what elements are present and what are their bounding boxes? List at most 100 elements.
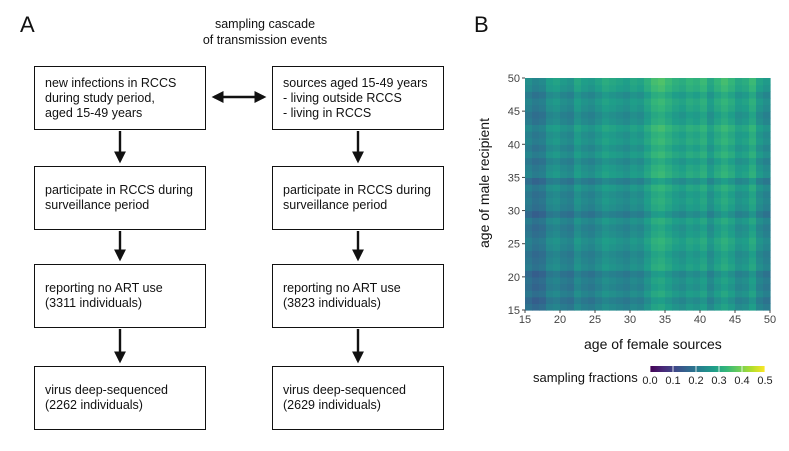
heatmap-cell bbox=[574, 91, 582, 99]
heatmap-cell bbox=[560, 117, 568, 125]
heatmap-cell bbox=[686, 164, 694, 172]
heatmap-cell bbox=[749, 157, 757, 165]
heatmap-cell bbox=[553, 290, 561, 298]
heatmap-cell bbox=[735, 84, 743, 92]
heatmap-cell bbox=[672, 177, 680, 185]
heatmap-cell bbox=[700, 296, 708, 304]
heatmap-cell bbox=[693, 203, 701, 212]
heatmap-cell bbox=[651, 237, 659, 245]
heatmap-cell bbox=[525, 197, 533, 205]
heatmap-cell bbox=[707, 197, 715, 205]
heatmap-cell bbox=[665, 296, 673, 304]
heatmap-cell bbox=[588, 78, 596, 86]
heatmap-cell bbox=[623, 104, 631, 112]
heatmap-cell bbox=[574, 276, 582, 285]
heatmap-cell bbox=[658, 217, 666, 225]
heatmap-cell bbox=[546, 303, 554, 311]
heatmap-cell bbox=[721, 250, 729, 258]
heatmap-cell bbox=[742, 111, 750, 119]
heatmap-cell bbox=[644, 97, 652, 106]
heatmap-cell bbox=[567, 217, 575, 225]
heatmap-cell bbox=[630, 203, 638, 212]
heatmap-cell bbox=[588, 137, 596, 145]
heatmap-cell bbox=[658, 270, 666, 278]
heatmap-cell bbox=[567, 230, 575, 238]
heatmap-cell bbox=[644, 164, 652, 172]
heatmap-cell bbox=[623, 78, 631, 86]
heatmap-cell bbox=[630, 184, 638, 192]
heatmap-cell bbox=[714, 250, 722, 258]
heatmap-cell bbox=[749, 177, 757, 185]
heatmap-cell bbox=[665, 144, 673, 152]
heatmap-cell bbox=[756, 104, 764, 112]
heatmap-cell bbox=[581, 296, 589, 304]
heatmap-cell bbox=[567, 223, 575, 232]
heatmap-cell bbox=[560, 197, 568, 205]
heatmap-cell bbox=[574, 137, 582, 145]
heatmap-cell bbox=[763, 104, 771, 112]
heatmap-cell bbox=[637, 111, 645, 119]
heatmap-cell bbox=[749, 237, 757, 245]
x-tick-label: 25 bbox=[589, 314, 601, 326]
heatmap-cell bbox=[560, 144, 568, 152]
heatmap-cell bbox=[686, 250, 694, 258]
heatmap-cell bbox=[693, 150, 701, 159]
heatmap-cell bbox=[567, 104, 575, 112]
heatmap-cell bbox=[525, 117, 533, 125]
heatmap-cell bbox=[588, 290, 596, 298]
heatmap-cell bbox=[728, 190, 736, 198]
x-axis-label: age of female sources bbox=[584, 336, 722, 352]
heatmap-cell bbox=[707, 150, 715, 159]
heatmap-cell bbox=[756, 84, 764, 92]
heatmap-cell bbox=[637, 223, 645, 232]
heatmap-cell bbox=[644, 290, 652, 298]
heatmap-cell bbox=[721, 177, 729, 185]
heatmap-cell bbox=[630, 210, 638, 218]
heatmap-cell bbox=[602, 197, 610, 205]
heatmap-cell bbox=[609, 117, 617, 125]
heatmap-cell bbox=[553, 276, 561, 285]
heatmap-cell bbox=[728, 117, 736, 125]
heatmap-cell bbox=[546, 170, 554, 179]
x-tick-label: 35 bbox=[659, 314, 671, 326]
heatmap-cell bbox=[588, 250, 596, 258]
heatmap-cell bbox=[707, 177, 715, 185]
heatmap-cell bbox=[602, 223, 610, 232]
heatmap-cell bbox=[756, 97, 764, 106]
heatmap-cell bbox=[574, 263, 582, 271]
heatmap-cell bbox=[637, 203, 645, 212]
heatmap-cell bbox=[532, 157, 540, 165]
heatmap-cell bbox=[742, 97, 750, 106]
heatmap-cell bbox=[609, 243, 617, 251]
heatmap-cell bbox=[686, 170, 694, 179]
heatmap-cell bbox=[595, 217, 603, 225]
heatmap-cell bbox=[721, 78, 729, 86]
heatmap-cell bbox=[581, 184, 589, 192]
heatmap-cell bbox=[693, 78, 701, 86]
heatmap-cell bbox=[665, 150, 673, 159]
heatmap-cell bbox=[616, 97, 624, 106]
heatmap-cell bbox=[721, 137, 729, 145]
heatmap-cell bbox=[728, 164, 736, 172]
x-tick-label: 20 bbox=[554, 314, 566, 326]
heatmap-cell bbox=[665, 137, 673, 145]
heatmap-cell bbox=[665, 124, 673, 132]
heatmap-cell bbox=[539, 283, 547, 291]
heatmap-cell bbox=[644, 104, 652, 112]
heatmap-cell bbox=[637, 170, 645, 179]
heatmap-cell bbox=[532, 223, 540, 232]
heatmap-cell bbox=[721, 104, 729, 112]
heatmap-cell bbox=[651, 296, 659, 304]
heatmap-cell bbox=[567, 256, 575, 265]
heatmap-cell bbox=[532, 117, 540, 125]
heatmap-cell bbox=[553, 84, 561, 92]
heatmap-cell bbox=[679, 217, 687, 225]
heatmap-cell bbox=[532, 270, 540, 278]
heatmap-cell bbox=[728, 150, 736, 159]
heatmap-cell bbox=[728, 144, 736, 152]
heatmap-cell bbox=[742, 243, 750, 251]
heatmap-cell bbox=[700, 97, 708, 106]
heatmap-cell bbox=[637, 150, 645, 159]
heatmap-cell bbox=[588, 124, 596, 132]
heatmap-cell bbox=[686, 131, 694, 139]
